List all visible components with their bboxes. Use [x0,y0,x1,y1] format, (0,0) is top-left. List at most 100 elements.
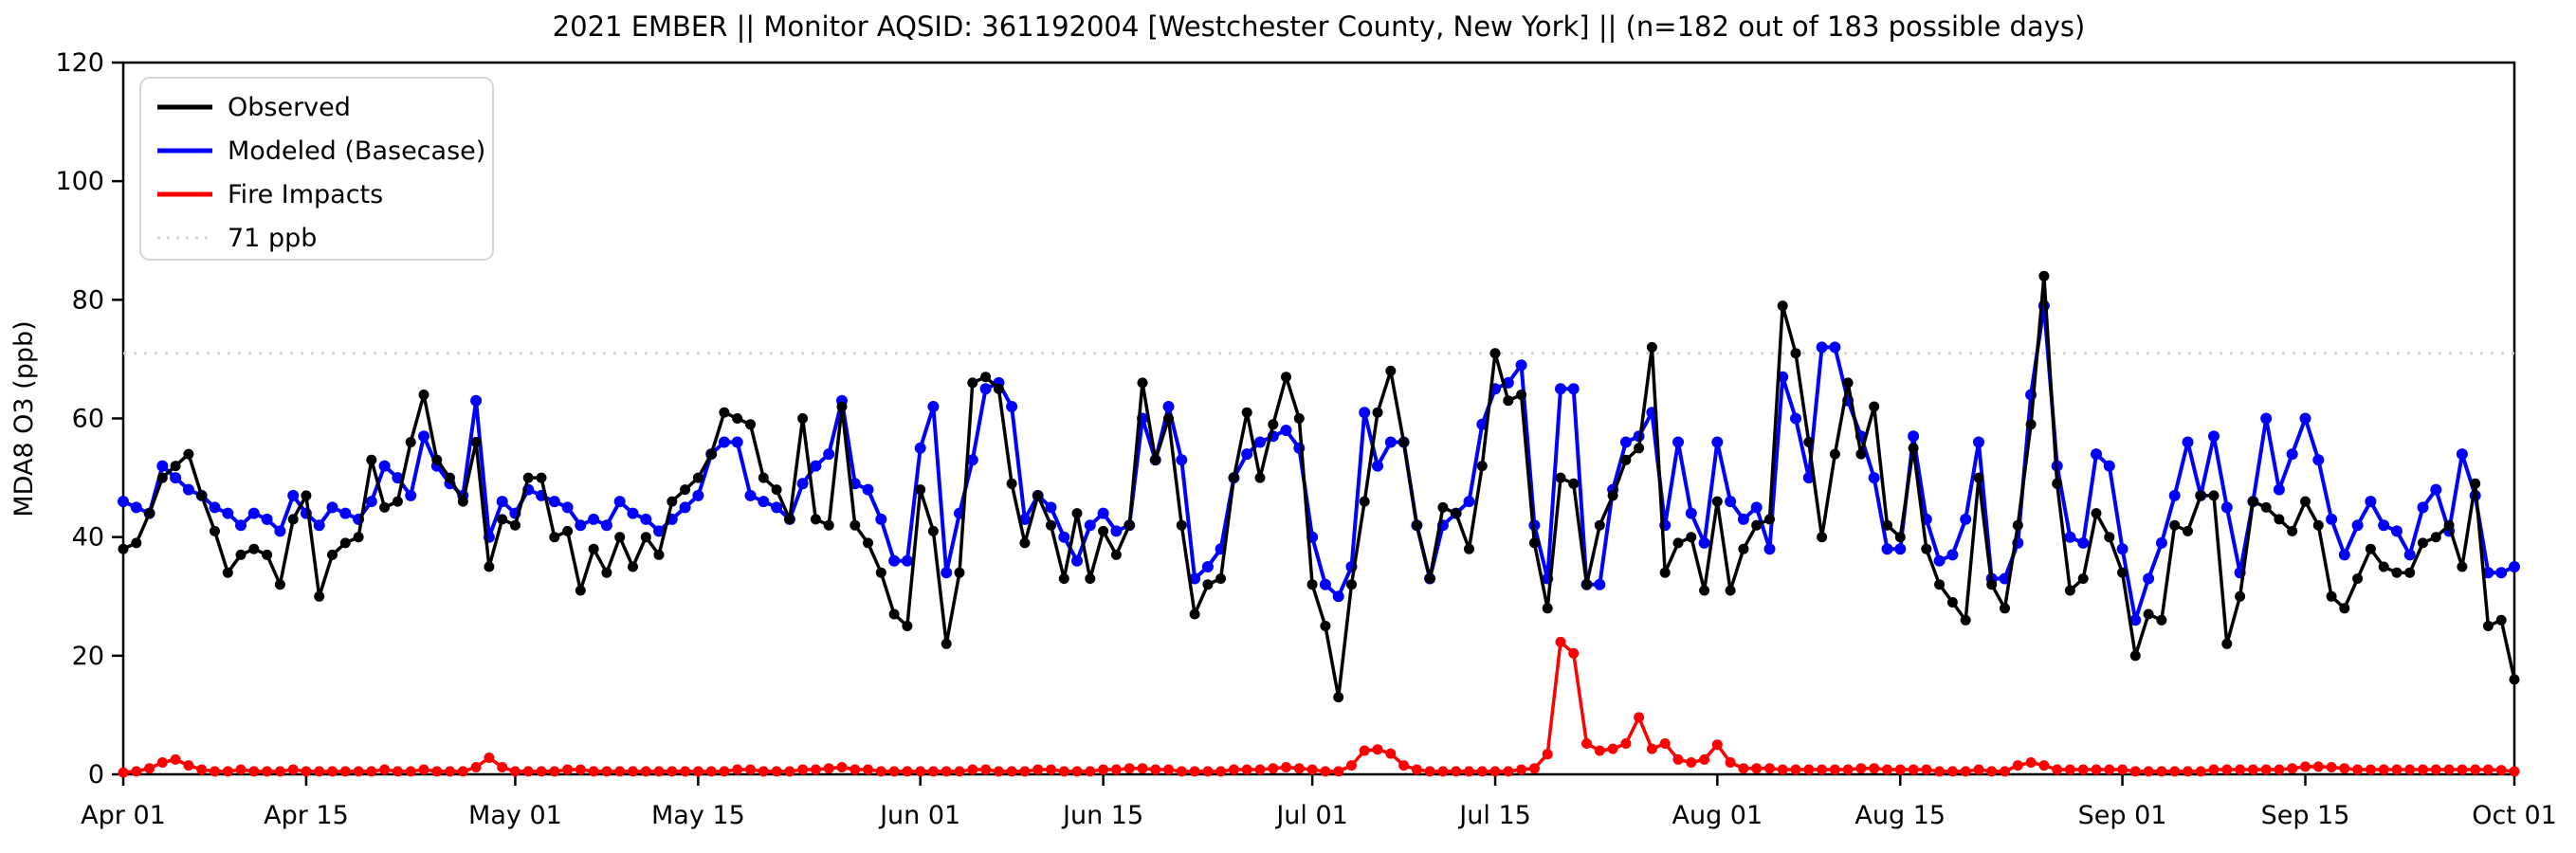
data-point [2077,573,2089,584]
data-point [1202,579,1214,590]
data-point [2457,764,2468,775]
data-point [418,390,429,400]
data-point [2129,650,2141,662]
data-point [392,496,403,507]
data-point [1946,597,1958,608]
data-point [901,554,913,567]
data-point [392,766,403,777]
data-point [1868,472,1880,484]
data-point [2352,764,2364,775]
data-point [261,513,273,525]
data-point [548,496,560,508]
data-point [628,561,638,572]
data-point [2338,549,2350,561]
data-point [1672,436,1684,448]
data-point [1869,763,1880,774]
data-point [2117,567,2128,578]
data-point [1607,743,1618,754]
data-point [1189,608,1200,620]
data-point [1241,448,1253,461]
data-point [1071,766,1083,777]
x-tick-label: May 15 [651,801,745,830]
data-point [1359,407,1371,419]
data-point [1346,760,1357,771]
data-point [902,766,913,777]
data-point [1738,543,1749,554]
data-point [222,766,233,777]
data-point [1594,519,1605,531]
data-point [497,514,508,525]
data-point [2012,760,2023,771]
data-point [2509,674,2520,685]
y-axis-label: MDA8 O3 (ppb) [9,320,39,517]
data-point [2260,412,2273,425]
data-point [418,764,429,775]
data-point [1215,573,1227,584]
data-point [1869,401,1880,412]
data-point [156,460,169,472]
data-point [1817,764,1828,775]
data-point [692,472,703,483]
data-point [614,532,626,543]
data-point [1986,766,1998,777]
data-point [1110,764,1122,775]
data-point [1829,341,1841,354]
data-point [1711,496,1723,507]
data-point [980,372,992,383]
data-point [1201,561,1214,572]
data-point [1594,745,1605,756]
data-point [1032,764,1044,775]
data-point [562,764,574,775]
data-point [2129,766,2141,777]
data-point [2247,496,2258,507]
data-point [561,501,574,514]
data-point [2000,603,2010,614]
data-point [1189,572,1201,585]
data-point [954,567,965,578]
data-point [248,766,260,777]
data-point [2430,532,2441,543]
data-point [2470,764,2481,775]
data-point [1268,763,1279,774]
data-point [1385,365,1397,376]
data-point [2064,764,2075,775]
data-point [1189,766,1200,777]
data-point [1842,377,1854,389]
data-point [2104,532,2115,543]
data-point [2274,514,2285,525]
data-point [2495,567,2508,579]
data-point [1451,508,1462,519]
data-point [1816,341,1828,354]
data-point [1476,461,1488,472]
series-path [122,274,2516,699]
data-point [2117,764,2128,775]
data-point [1842,764,1854,775]
data-point [170,753,181,765]
data-point [1528,537,1540,549]
data-point [1385,748,1397,759]
data-point [301,490,312,501]
data-point [1006,401,1018,412]
data-point [1098,525,1109,536]
data-point [2274,764,2285,775]
data-point [2221,638,2233,649]
data-point [692,766,703,777]
x-tick-label: Jul 01 [1274,801,1348,830]
data-point [941,638,952,649]
data-point [1398,437,1410,447]
chart-title: 2021 EMBER || Monitor AQSID: 361192004 [… [553,10,2086,43]
data-point [1672,537,1684,549]
data-point [1451,766,1462,777]
data-point [2326,513,2338,525]
data-point [797,764,809,775]
data-point [418,430,429,443]
data-point [274,579,285,590]
data-point [1764,514,1775,525]
data-point [379,501,391,513]
data-point [2312,519,2324,531]
data-point [2299,412,2311,425]
series-path [122,640,2515,774]
data-point [2012,519,2023,531]
data-point [2326,762,2337,772]
data-point [2391,525,2402,537]
